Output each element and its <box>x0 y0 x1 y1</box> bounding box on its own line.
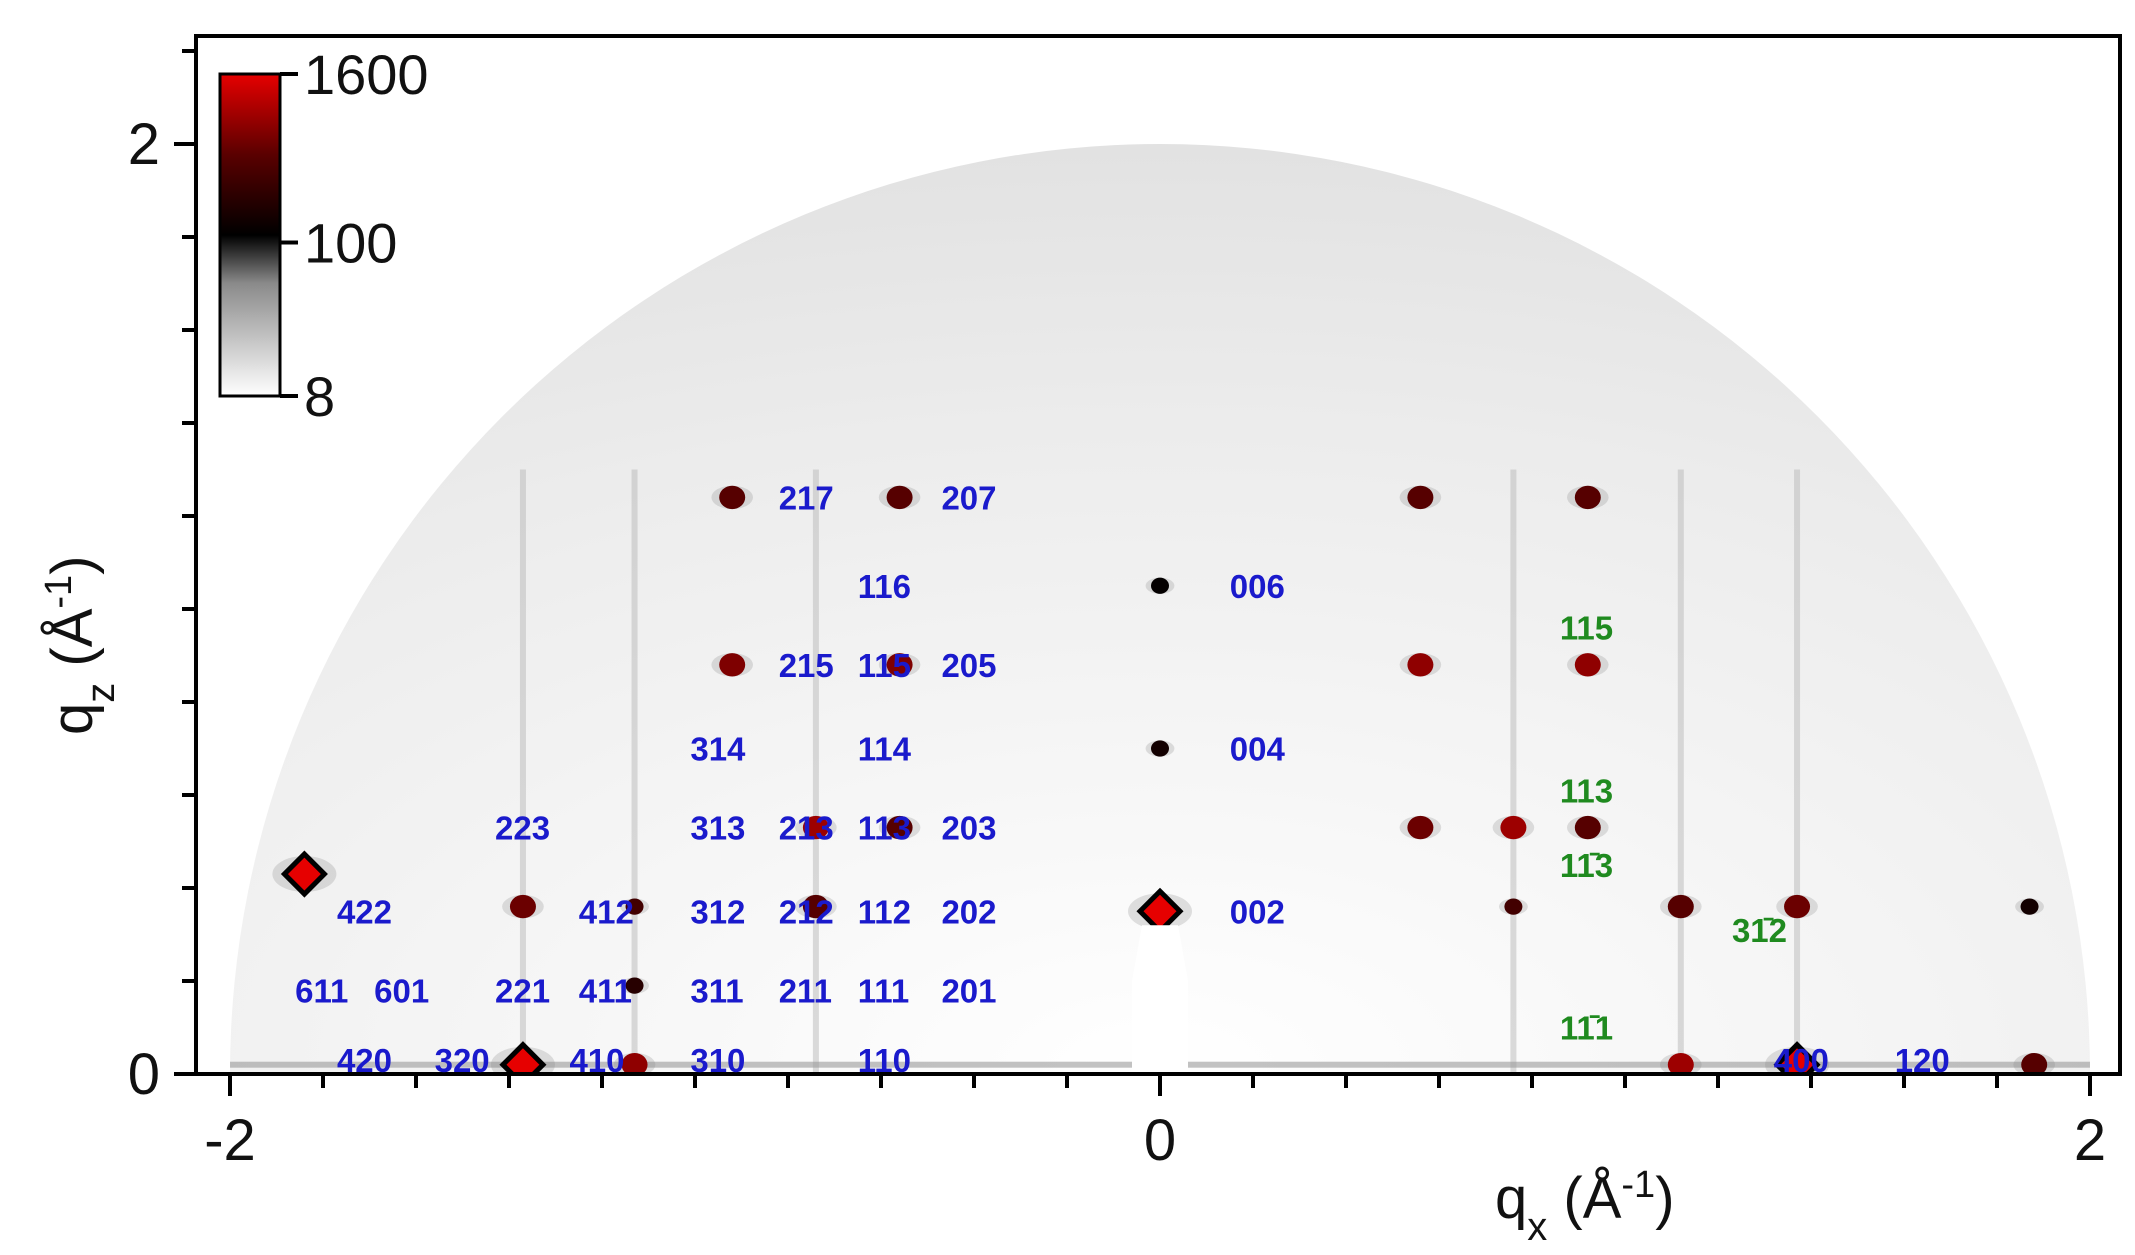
peak <box>2020 898 2039 915</box>
miller-index-label: 601 <box>374 972 429 1009</box>
miller-index-label: 410 <box>569 1042 624 1079</box>
miller-index-label: 221 <box>495 972 550 1009</box>
streak <box>1794 469 1801 1074</box>
miller-index-label: 11̄1 <box>1560 1010 1613 1047</box>
miller-index-label: 412 <box>579 893 634 930</box>
y-axis-ticks: 02 <box>128 49 196 1107</box>
miller-index-label: 202 <box>941 893 996 930</box>
miller-index-labels: 217 207 116 006 215 115 205 314 114 004 223 313 213 1… <box>295 479 1950 1079</box>
peak <box>499 1041 547 1074</box>
miller-index-label: 114 <box>858 731 912 768</box>
miller-index-label: 113 <box>858 810 911 847</box>
streak <box>1677 469 1684 1074</box>
peak <box>886 485 913 510</box>
miller-index-label: 113 <box>1560 772 1613 809</box>
x-tick-label: 2 <box>2074 1108 2106 1173</box>
detector-area <box>230 144 2090 1074</box>
peak <box>1773 1041 1821 1074</box>
peak <box>1151 740 1169 757</box>
peak <box>625 977 644 994</box>
miller-index-label: 004 <box>1230 731 1286 768</box>
miller-index-label: 223 <box>495 810 550 847</box>
peak <box>1500 815 1527 840</box>
colorbar-tick-label: 1600 <box>304 43 429 106</box>
x-tick-label: 0 <box>1144 1108 1176 1173</box>
miller-index-label: 312 <box>690 893 745 930</box>
miller-index-label: 313 <box>690 810 745 847</box>
peak <box>719 653 746 677</box>
miller-index-label: 411 <box>579 972 632 1009</box>
diffraction-peaks <box>272 485 2055 1074</box>
peak <box>802 894 829 919</box>
y-tick-label: 2 <box>128 112 160 177</box>
y-axis-title: qz (Å-1) <box>38 555 123 735</box>
peak <box>1151 577 1169 594</box>
miller-index-label: 420 <box>337 1042 392 1079</box>
x-axis-title: qx (Å-1) <box>1495 1164 1675 1249</box>
miller-index-label: 314 <box>690 731 746 768</box>
miller-index-label: 115 <box>1560 610 1613 647</box>
peak <box>509 894 536 919</box>
miller-index-label: 215 <box>779 647 834 684</box>
peak <box>280 850 328 898</box>
peak <box>1136 887 1184 935</box>
colorbar-tick-label: 100 <box>304 212 397 275</box>
streak <box>1510 469 1517 1074</box>
miller-index-label: 11̄3 <box>1560 847 1613 884</box>
miller-index-label: 120 <box>1895 1042 1950 1079</box>
peak <box>1574 653 1601 677</box>
miller-index-label: 212 <box>779 893 834 930</box>
peak <box>1504 898 1523 915</box>
peak <box>621 1053 648 1074</box>
miller-index-label: 110 <box>858 1042 911 1079</box>
miller-index-label: 112 <box>858 893 911 930</box>
miller-index-label: 422 <box>337 893 392 930</box>
peak <box>1574 485 1601 510</box>
miller-index-label: 207 <box>941 479 996 516</box>
miller-index-label: 320 <box>435 1042 490 1079</box>
miller-index-label: 311 <box>690 972 743 1009</box>
peak <box>625 898 644 915</box>
peak <box>2021 1053 2048 1074</box>
miller-index-label: 205 <box>941 647 996 684</box>
miller-index-label: 201 <box>941 972 996 1009</box>
miller-index-label: 211 <box>779 972 832 1009</box>
beamstop-shadow <box>1132 925 1188 1074</box>
colorbar-tick-label: 8 <box>304 365 335 428</box>
miller-index-label: 213 <box>779 810 834 847</box>
miller-index-label: 611 <box>295 972 348 1009</box>
peak <box>1407 653 1434 677</box>
miller-index-label: 116 <box>858 568 911 605</box>
miller-index-label: 115 <box>858 647 911 684</box>
miller-index-label: 111 <box>858 972 909 1009</box>
miller-index-label: 217 <box>779 479 834 516</box>
miller-index-label: 310 <box>690 1042 745 1079</box>
streak <box>631 469 638 1074</box>
streak <box>812 469 819 1074</box>
colorbar: 1600 100 8 <box>218 43 429 428</box>
y-tick-label: 0 <box>128 1042 160 1107</box>
miller-index-label: 31̄2 <box>1732 912 1787 949</box>
miller-index-label: 006 <box>1230 568 1285 605</box>
peak <box>1574 815 1601 840</box>
x-axis-ticks: -2 0 2 <box>204 1074 2106 1173</box>
peak <box>1667 894 1694 919</box>
miller-index-label: 002 <box>1230 893 1285 930</box>
peak <box>1784 894 1811 919</box>
peak <box>1667 1053 1694 1074</box>
miller-index-label: 203 <box>941 810 996 847</box>
miller-index-label: 400 <box>1774 1042 1829 1079</box>
peak <box>1407 485 1434 510</box>
colorbar-gradient <box>218 72 282 398</box>
streak <box>519 469 526 1074</box>
peak <box>1407 815 1434 840</box>
x-tick-label: -2 <box>204 1108 256 1173</box>
peak <box>802 815 829 840</box>
peak <box>886 815 913 840</box>
peak <box>719 485 746 510</box>
colorbar-ticks: 1600 100 8 <box>280 43 429 428</box>
peak <box>886 653 913 677</box>
